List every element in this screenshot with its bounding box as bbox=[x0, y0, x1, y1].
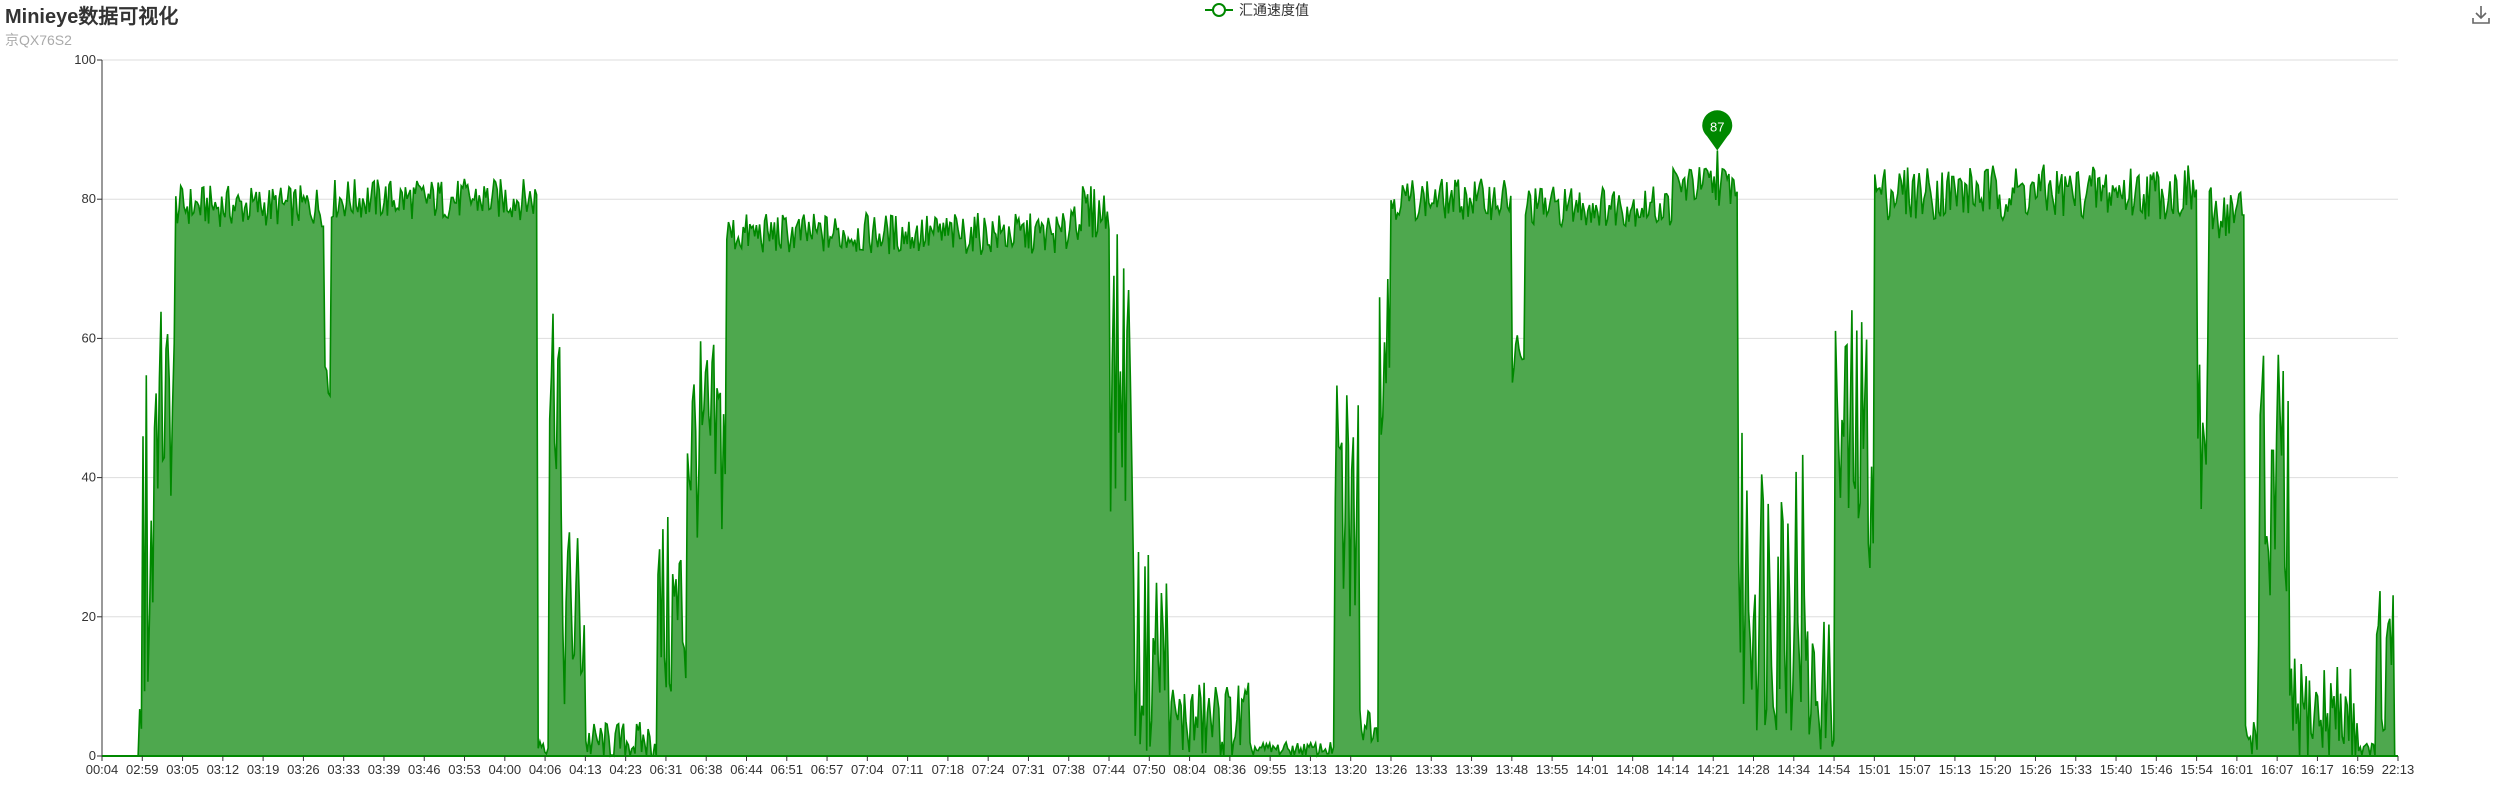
x-tick-label: 15:01 bbox=[1858, 762, 1891, 777]
x-tick-label: 15:54 bbox=[2180, 762, 2213, 777]
x-tick-label: 06:38 bbox=[690, 762, 723, 777]
x-tick-label: 15:46 bbox=[2140, 762, 2173, 777]
download-icon[interactable] bbox=[2470, 4, 2492, 26]
axis-layer: 0 20 40 60 80 100 00:04 02:59 03:05 03:12 03:19 03:… bbox=[74, 52, 2414, 777]
x-tick-label: 15:13 bbox=[1939, 762, 1972, 777]
x-tick-label: 13:55 bbox=[1536, 762, 1569, 777]
x-tick-label: 16:59 bbox=[2341, 762, 2374, 777]
x-tick-label: 15:40 bbox=[2100, 762, 2133, 777]
x-tick-label: 15:07 bbox=[1898, 762, 1931, 777]
x-tick-label: 04:00 bbox=[489, 762, 522, 777]
legend-line-circle-icon bbox=[1205, 3, 1233, 17]
x-tick-label: 03:12 bbox=[207, 762, 240, 777]
x-tick-label: 13:48 bbox=[1496, 762, 1529, 777]
x-tick-label: 07:31 bbox=[1012, 762, 1045, 777]
marker-layer: 87 bbox=[1702, 110, 1733, 151]
x-tick-label: 04:13 bbox=[569, 762, 602, 777]
x-tick-label: 14:14 bbox=[1657, 762, 1690, 777]
x-tick-label: 14:28 bbox=[1737, 762, 1770, 777]
x-tick-label: 09:55 bbox=[1254, 762, 1287, 777]
x-tick-label: 03:19 bbox=[247, 762, 280, 777]
max-marker-label: 87 bbox=[1710, 119, 1724, 134]
x-tick-label: 16:17 bbox=[2301, 762, 2334, 777]
x-tick-label: 03:05 bbox=[166, 762, 199, 777]
x-tick-label: 15:33 bbox=[2059, 762, 2092, 777]
x-tick-label: 00:04 bbox=[86, 762, 119, 777]
x-tick-label: 03:46 bbox=[408, 762, 441, 777]
legend-label: 汇通速度值 bbox=[1239, 2, 1309, 18]
x-tick-label: 07:44 bbox=[1093, 762, 1126, 777]
y-tick-label: 60 bbox=[82, 330, 96, 345]
area-layer bbox=[102, 150, 2398, 758]
x-tick-label: 03:39 bbox=[368, 762, 401, 777]
series-area bbox=[102, 150, 2398, 756]
y-tick-label: 100 bbox=[74, 52, 96, 67]
x-tick-label: 13:39 bbox=[1455, 762, 1488, 777]
x-tick-label: 13:20 bbox=[1334, 762, 1367, 777]
x-tick-label: 08:36 bbox=[1214, 762, 1247, 777]
x-tick-label: 07:38 bbox=[1052, 762, 1085, 777]
y-tick-label: 20 bbox=[82, 609, 96, 624]
x-tick-label: 08:04 bbox=[1173, 762, 1206, 777]
x-tick-label: 15:20 bbox=[1979, 762, 2012, 777]
x-tick-label: 14:54 bbox=[1818, 762, 1851, 777]
x-tick-label: 14:34 bbox=[1778, 762, 1811, 777]
legend[interactable]: 汇通速度值 bbox=[1205, 0, 1309, 20]
x-tick-label: 02:59 bbox=[126, 762, 159, 777]
y-tick-label: 40 bbox=[82, 470, 96, 485]
x-tick-label: 14:08 bbox=[1616, 762, 1649, 777]
y-tick-label: 0 bbox=[89, 748, 96, 763]
x-tick-label: 14:01 bbox=[1576, 762, 1609, 777]
x-tick-label: 13:13 bbox=[1294, 762, 1327, 777]
max-marker-pin[interactable]: 87 bbox=[1702, 110, 1733, 151]
x-tick-label: 07:24 bbox=[972, 762, 1005, 777]
x-tick-label: 16:07 bbox=[2261, 762, 2294, 777]
x-tick-label: 07:04 bbox=[851, 762, 884, 777]
x-tick-label: 06:57 bbox=[811, 762, 844, 777]
series-line bbox=[102, 150, 2398, 758]
chart-subtitle: 京QX76S2 bbox=[5, 32, 72, 48]
x-tick-label: 15:26 bbox=[2019, 762, 2052, 777]
x-tick-label: 16:01 bbox=[2221, 762, 2254, 777]
x-tick-label: 04:23 bbox=[609, 762, 642, 777]
x-tick-label: 06:31 bbox=[650, 762, 683, 777]
x-tick-label: 13:26 bbox=[1375, 762, 1408, 777]
x-tick-label: 13:33 bbox=[1415, 762, 1448, 777]
x-tick-label: 07:18 bbox=[932, 762, 965, 777]
chart-title: Minieye数据可视化 bbox=[5, 6, 179, 28]
x-tick-label: 03:33 bbox=[327, 762, 360, 777]
x-tick-label: 03:53 bbox=[448, 762, 481, 777]
max-marker-shape bbox=[1702, 110, 1733, 151]
x-tick-label: 03:26 bbox=[287, 762, 320, 777]
x-tick-label: 06:44 bbox=[730, 762, 763, 777]
x-tick-label: 22:13 bbox=[2382, 762, 2415, 777]
x-tick-label: 04:06 bbox=[529, 762, 562, 777]
x-tick-label: 07:50 bbox=[1133, 762, 1166, 777]
x-tick-label: 14:21 bbox=[1697, 762, 1730, 777]
x-tick-label: 07:11 bbox=[892, 762, 924, 777]
x-tick-label: 06:51 bbox=[770, 762, 803, 777]
y-tick-label: 80 bbox=[82, 191, 96, 206]
